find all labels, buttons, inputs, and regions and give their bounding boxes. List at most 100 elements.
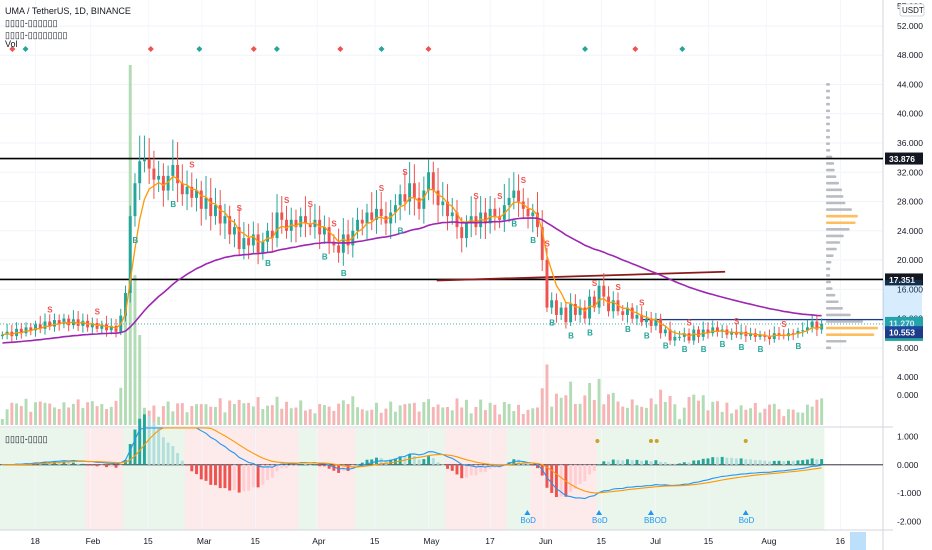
volume-bar — [412, 402, 416, 425]
macd-histogram-bar — [138, 418, 142, 465]
indicator-bg-band — [696, 428, 702, 530]
indicator-bg-band — [383, 428, 389, 530]
volume-bar — [692, 394, 696, 425]
candle-body — [441, 201, 445, 206]
x-axis-tick-label: 18 — [30, 536, 40, 546]
indicator-bg-band — [710, 428, 716, 530]
indicator-bg-band — [625, 428, 631, 530]
volume-bar — [389, 401, 393, 425]
macd-histogram-bar — [739, 458, 743, 465]
candle-body — [697, 329, 700, 337]
indicator-bg-band — [18, 428, 25, 530]
indicator-bg-band — [14, 428, 20, 530]
candle-body — [285, 219, 288, 231]
sell-marker: S — [521, 176, 527, 185]
volume-bar — [706, 410, 710, 425]
signal-diamond — [9, 46, 16, 52]
buy-marker: B — [758, 345, 764, 354]
macd-histogram-bar — [166, 442, 170, 465]
indicator-bg-band — [113, 428, 119, 530]
macd-histogram-bar — [95, 464, 99, 467]
candle-body — [678, 336, 682, 338]
volume-profile-bar — [826, 214, 858, 218]
volume-bar — [616, 401, 620, 425]
volume-profile-bar — [826, 326, 878, 330]
volume-bar — [280, 408, 284, 425]
volume-profile-bar — [826, 96, 830, 99]
volume-bar — [261, 409, 265, 425]
macd-histogram-bar — [223, 464, 227, 489]
indicator-bg-band — [691, 428, 697, 530]
candle-body — [0, 334, 4, 337]
indicator-bg-band — [473, 428, 479, 530]
volume-bar — [697, 400, 700, 425]
macd-histogram-bar — [280, 464, 284, 469]
macd-histogram-bar — [744, 459, 748, 465]
macd-histogram-bar — [119, 464, 123, 466]
indicator-bg-band — [795, 428, 801, 530]
volume-bar — [417, 411, 421, 425]
macd-histogram-bar — [157, 428, 161, 465]
candle-body — [218, 205, 222, 224]
volume-bar — [526, 409, 530, 425]
volume-bar — [559, 397, 563, 425]
candle-body — [659, 318, 663, 334]
x-axis-tick-label: 15 — [250, 536, 260, 546]
candle-body — [214, 205, 217, 217]
candle-body — [412, 183, 416, 198]
volume-bar — [57, 409, 61, 425]
volume-profile-bar — [826, 307, 843, 310]
bod-label: BoD — [739, 516, 755, 525]
candle-body — [38, 324, 42, 329]
indicator-bg-band — [80, 428, 86, 530]
volume-profile-bar — [826, 83, 830, 86]
volume-profile-bar — [826, 247, 837, 251]
candle-body — [611, 300, 615, 312]
macd-histogram-bar — [573, 464, 577, 489]
candle-body — [48, 321, 52, 327]
volume-bar — [488, 402, 492, 425]
volume-bar — [10, 402, 14, 425]
indicator-bg-band — [0, 428, 6, 530]
indicator-bg-band — [104, 428, 110, 530]
volume-bar — [157, 416, 161, 425]
volume-profile-bar — [826, 346, 832, 350]
volume-bar — [701, 395, 705, 425]
volume-bar — [730, 413, 734, 425]
candle-body — [758, 334, 762, 337]
indicator-bg-band — [511, 428, 517, 530]
macd-histogram-bar — [734, 458, 738, 465]
indicator-bg-band — [89, 428, 96, 530]
volume-bar — [218, 398, 222, 425]
volume-bar — [573, 404, 577, 425]
candle-body — [52, 320, 56, 327]
indicator-bg-band — [629, 428, 635, 530]
macd-histogram-bar — [204, 464, 208, 481]
volume-bar — [29, 411, 33, 425]
indicator-bg-band — [170, 428, 176, 530]
volume-bar — [455, 398, 459, 425]
candle-body — [626, 307, 629, 315]
indicator-bg-band — [525, 428, 531, 530]
macd-histogram-bar — [67, 462, 71, 465]
volume-profile-bar — [826, 155, 833, 159]
macd-histogram-bar — [285, 464, 288, 469]
volume-profile-bar — [826, 181, 839, 185]
indicator-bg-band — [752, 428, 759, 530]
candle-body — [346, 234, 350, 246]
candle-body — [531, 212, 535, 217]
volume-bar — [48, 403, 52, 425]
volume-bar — [180, 403, 184, 425]
volume-bar — [152, 405, 156, 425]
candle-body — [791, 333, 795, 335]
indicator-bg-band — [137, 428, 143, 530]
volume-profile-bar — [826, 208, 852, 211]
x-axis-tick-label: 15 — [143, 536, 153, 546]
macd-histogram-bar — [635, 459, 639, 465]
indicator-bg-band — [61, 428, 67, 530]
buy-marker: B — [170, 200, 176, 209]
macd-histogram-bar — [408, 454, 412, 465]
volume-bar — [711, 401, 715, 425]
indicator-bg-band — [108, 428, 115, 530]
volume-bar — [725, 402, 729, 425]
